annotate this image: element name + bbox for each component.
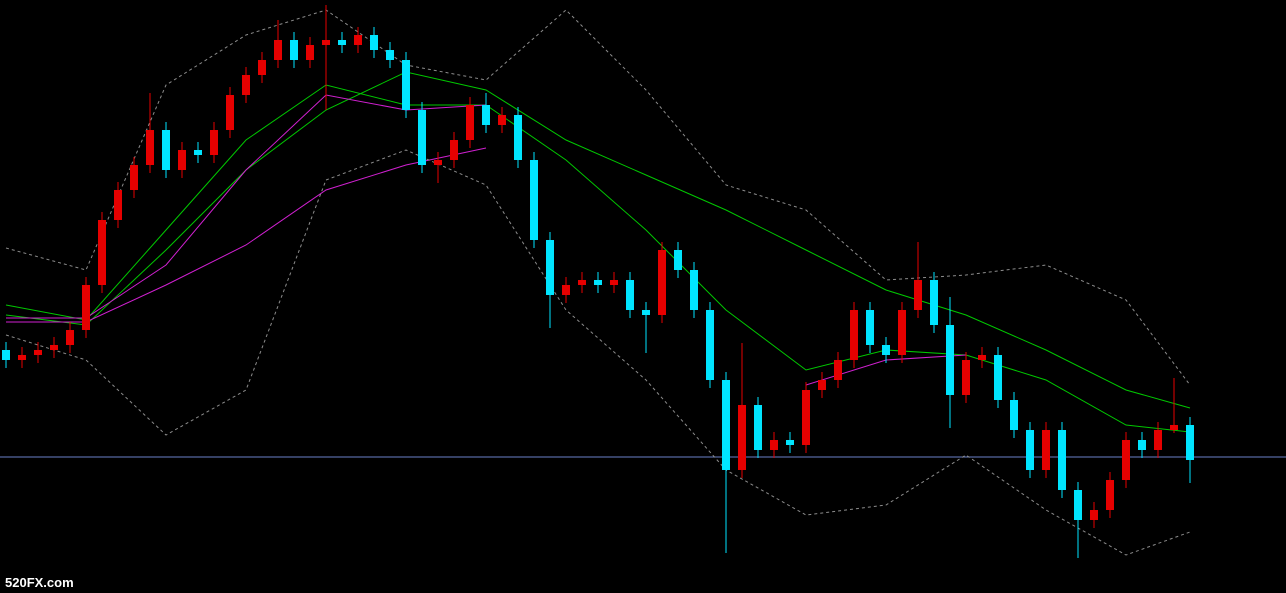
candle-body (834, 360, 842, 380)
candle-body (354, 35, 362, 45)
candle-body (306, 45, 314, 60)
candle-body (466, 105, 474, 140)
candle-body (2, 350, 10, 360)
candle-body (514, 115, 522, 160)
candle-body (818, 380, 826, 390)
candle-body (530, 160, 538, 240)
candle-body (690, 270, 698, 310)
candle-body (370, 35, 378, 50)
candle-body (162, 130, 170, 170)
band-line (5, 149, 1191, 556)
candle-body (66, 330, 74, 345)
candle-body (50, 345, 58, 350)
candle-body (1186, 425, 1194, 460)
candle-body (498, 115, 506, 125)
candle-body (978, 355, 986, 360)
moving-average (5, 71, 1191, 409)
candle-body (706, 310, 714, 380)
candle-body (1154, 430, 1162, 450)
candle-body (434, 160, 442, 165)
candle-body (338, 40, 346, 45)
watermark: 520FX.com (5, 575, 74, 590)
candle-body (850, 310, 858, 360)
candle-body (402, 60, 410, 110)
candle-body (786, 440, 794, 445)
candle-body (1074, 490, 1082, 520)
candle-body (594, 280, 602, 285)
candle-body (898, 310, 906, 355)
candle-body (1058, 430, 1066, 490)
candle-body (82, 285, 90, 330)
candle-body (1010, 400, 1018, 430)
candle-body (34, 350, 42, 355)
candle-body (914, 280, 922, 310)
candle-body (258, 60, 266, 75)
candle-body (610, 280, 618, 285)
candle-body (802, 390, 810, 445)
candle-body (946, 325, 954, 395)
candle-body (770, 440, 778, 450)
candle-body (290, 40, 298, 60)
candle-body (1026, 430, 1034, 470)
candle-body (546, 240, 554, 295)
candle-body (226, 95, 234, 130)
candle-body (98, 220, 106, 285)
candle-body (482, 105, 490, 125)
candle-body (882, 345, 890, 355)
candle-body (994, 355, 1002, 400)
moving-average (5, 84, 1191, 433)
candle-body (210, 130, 218, 155)
candle-body (642, 310, 650, 315)
candle-body (1138, 440, 1146, 450)
band-line (5, 9, 1191, 386)
candle-body (18, 355, 26, 360)
candle-body (1106, 480, 1114, 510)
candle-body (274, 40, 282, 60)
candle-body (674, 250, 682, 270)
candle-body (450, 140, 458, 160)
candle-body (754, 405, 762, 450)
candle-body (738, 405, 746, 470)
candle-body (194, 150, 202, 155)
candle-body (626, 280, 634, 310)
candle-body (242, 75, 250, 95)
candle-body (722, 380, 730, 470)
candle-body (658, 250, 666, 315)
candle-body (1090, 510, 1098, 520)
candle-body (562, 285, 570, 295)
candle-body (130, 165, 138, 190)
candle-body (386, 50, 394, 60)
candle-body (1042, 430, 1050, 470)
candle-body (930, 280, 938, 325)
candle-body (418, 110, 426, 165)
candle-body (962, 360, 970, 395)
candle-body (114, 190, 122, 220)
candle-body (322, 40, 330, 45)
candle-body (866, 310, 874, 345)
candle-body (178, 150, 186, 170)
candle-body (1122, 440, 1130, 480)
candle-body (1170, 425, 1178, 430)
candle-body (578, 280, 586, 285)
plot-area (0, 5, 1286, 558)
candle-body (146, 130, 154, 165)
